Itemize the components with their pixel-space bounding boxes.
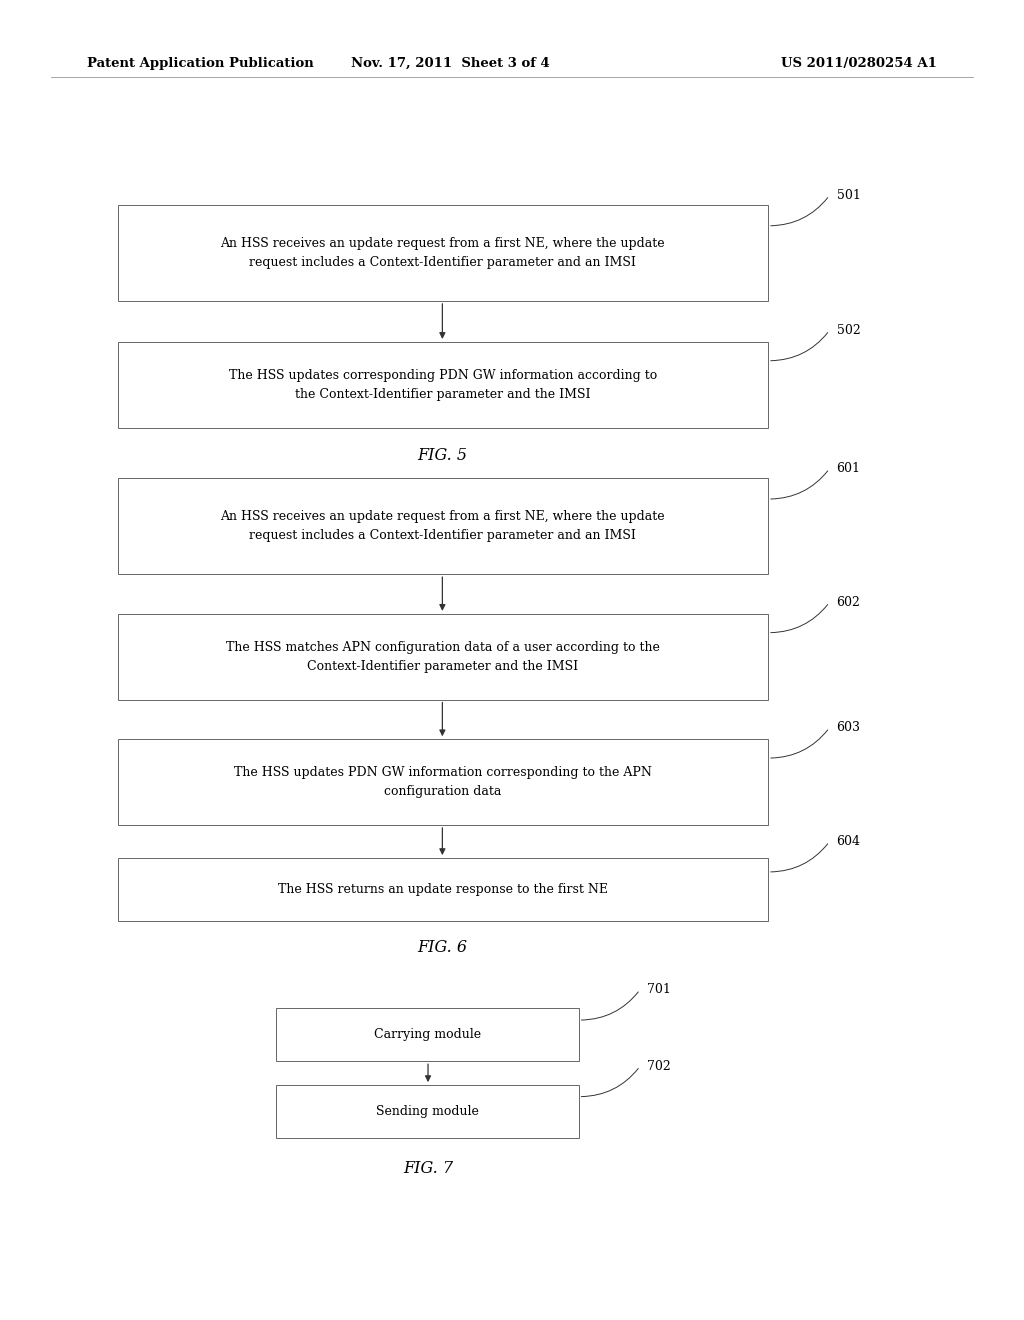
Text: 701: 701 bbox=[647, 983, 671, 997]
Text: Carrying module: Carrying module bbox=[374, 1028, 481, 1041]
Bar bbox=[118, 478, 768, 574]
Text: FIG. 6: FIG. 6 bbox=[418, 940, 467, 956]
Text: An HSS receives an update request from a first NE, where the update
request incl: An HSS receives an update request from a… bbox=[220, 510, 666, 543]
Text: 502: 502 bbox=[837, 323, 860, 337]
Text: US 2011/0280254 A1: US 2011/0280254 A1 bbox=[781, 57, 937, 70]
Text: 601: 601 bbox=[837, 462, 860, 475]
Text: 501: 501 bbox=[837, 189, 860, 202]
Text: The HSS returns an update response to the first NE: The HSS returns an update response to th… bbox=[278, 883, 608, 896]
Text: The HSS updates PDN GW information corresponding to the APN
configuration data: The HSS updates PDN GW information corre… bbox=[233, 766, 652, 799]
Bar bbox=[118, 858, 768, 921]
Text: 603: 603 bbox=[837, 721, 860, 734]
Bar bbox=[118, 739, 768, 825]
Text: FIG. 7: FIG. 7 bbox=[403, 1160, 453, 1176]
Text: Nov. 17, 2011  Sheet 3 of 4: Nov. 17, 2011 Sheet 3 of 4 bbox=[351, 57, 550, 70]
Text: An HSS receives an update request from a first NE, where the update
request incl: An HSS receives an update request from a… bbox=[220, 236, 666, 269]
Bar bbox=[276, 1008, 579, 1061]
Text: Sending module: Sending module bbox=[376, 1105, 479, 1118]
Bar bbox=[276, 1085, 579, 1138]
Bar bbox=[118, 614, 768, 700]
Text: The HSS updates corresponding PDN GW information according to
the Context-Identi: The HSS updates corresponding PDN GW inf… bbox=[228, 368, 657, 401]
Text: Patent Application Publication: Patent Application Publication bbox=[87, 57, 313, 70]
Text: The HSS matches APN configuration data of a user according to the
Context-Identi: The HSS matches APN configuration data o… bbox=[226, 640, 659, 673]
Text: 604: 604 bbox=[837, 836, 860, 847]
Bar bbox=[118, 342, 768, 428]
Bar bbox=[118, 205, 768, 301]
Text: FIG. 5: FIG. 5 bbox=[418, 447, 467, 463]
Text: 602: 602 bbox=[837, 595, 860, 609]
Text: 702: 702 bbox=[647, 1060, 671, 1073]
